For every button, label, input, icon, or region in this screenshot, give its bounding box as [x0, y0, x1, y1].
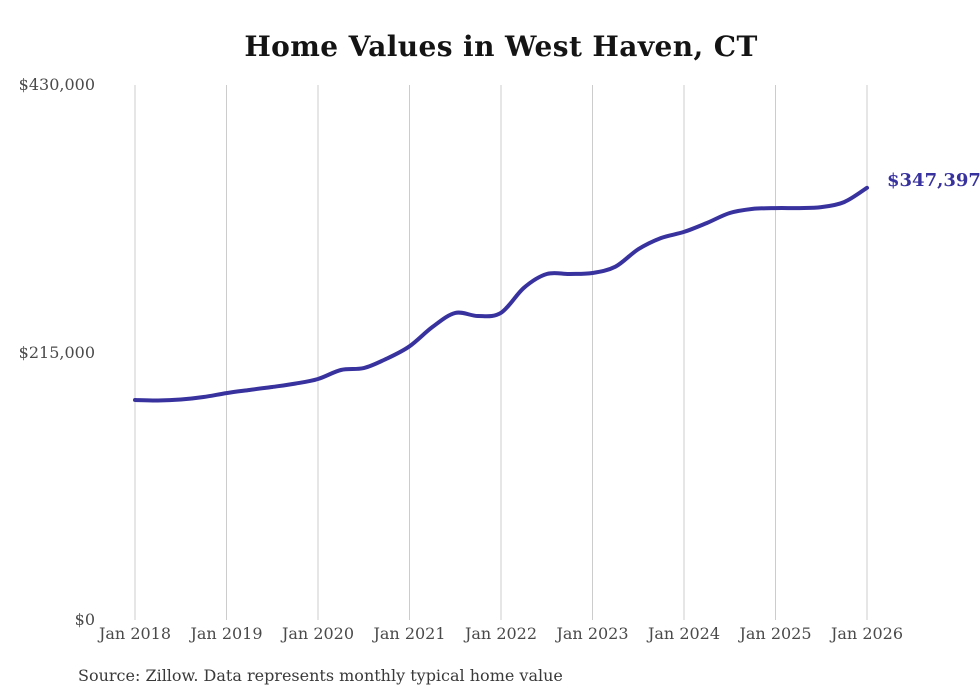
x-tick-label: Jan 2019 — [190, 624, 263, 643]
x-tick-label: Jan 2021 — [373, 624, 446, 643]
x-tick-label: Jan 2024 — [647, 624, 721, 643]
y-tick-label: $215,000 — [18, 342, 95, 362]
y-tick-label: $430,000 — [18, 75, 95, 94]
chart-title: Home Values in West Haven, CT — [244, 30, 758, 63]
x-tick-label: Jan 2026 — [830, 624, 904, 643]
x-tick-label: Jan 2018 — [98, 624, 172, 643]
y-tick-label: $0 — [74, 610, 95, 629]
source-note: Source: Zillow. Data represents monthly … — [78, 666, 563, 685]
x-tick-label: Jan 2025 — [739, 624, 812, 643]
x-tick-label: Jan 2023 — [556, 624, 629, 643]
x-tick-label: Jan 2020 — [281, 624, 355, 643]
x-tick-label: Jan 2022 — [464, 624, 538, 643]
home-value-line — [133, 185, 869, 403]
latest-value-label: $347,397 — [887, 170, 980, 191]
